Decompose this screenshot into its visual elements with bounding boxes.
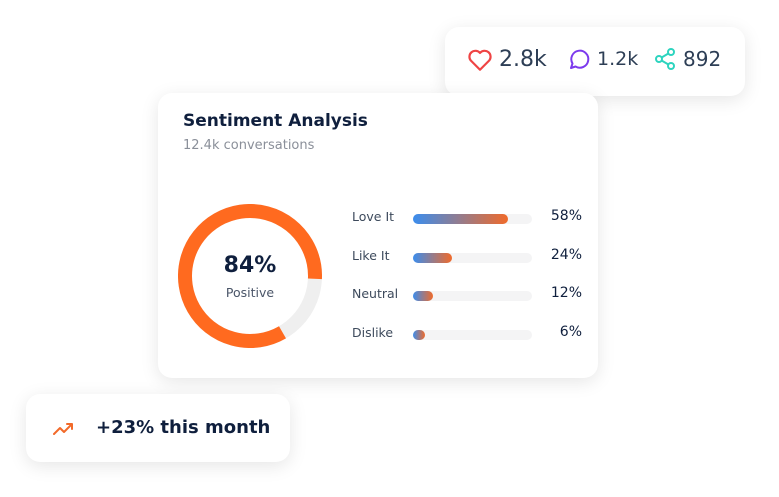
bar-fill [413, 291, 433, 301]
row-value: 58% [550, 208, 582, 224]
bar-track [413, 291, 532, 301]
sentiment-card: Sentiment Analysis 12.4k conversations 8… [158, 93, 598, 378]
trend-card: +23% this month [26, 394, 290, 462]
row-label: Neutral [352, 286, 399, 301]
row-label: Dislike [352, 324, 394, 340]
sentiment-row: Dislike 6% [352, 324, 582, 344]
sentiment-row: Neutral 12% [352, 285, 582, 305]
row-value: 24% [550, 246, 582, 263]
heart-icon [468, 49, 492, 71]
share-icon [655, 48, 675, 70]
shares-stat: 892 [653, 47, 721, 71]
shares-count: 892 [683, 47, 722, 71]
row-value: 6% [559, 323, 582, 340]
card-subtitle: 12.4k conversations [183, 138, 315, 153]
comments-stat: 1.2k [567, 47, 638, 71]
donut-label: Positive [225, 285, 275, 300]
row-value: 12% [550, 285, 582, 301]
card-title: Sentiment Analysis [183, 111, 368, 131]
trending-up-icon [53, 423, 73, 435]
sentiment-donut [178, 204, 322, 348]
bar-track [413, 329, 532, 340]
sentiment-row: Love It 58% [352, 208, 582, 228]
bar-fill [413, 252, 453, 263]
trend-text: +23% this month [96, 417, 271, 438]
bar-fill [413, 329, 425, 340]
likes-stat: 2.8k [467, 47, 547, 72]
donut-value: 84% [223, 253, 277, 278]
row-label: Love It [352, 209, 395, 224]
donut-arc [178, 204, 322, 348]
bar-fill [413, 214, 509, 224]
row-label: Like It [352, 247, 390, 263]
bar-track [413, 214, 532, 224]
sentiment-row: Like It 24% [352, 247, 582, 267]
comments-count: 1.2k [597, 48, 639, 70]
engagement-stats-card: 2.8k 1.2k 892 [445, 27, 745, 96]
bar-track [413, 252, 532, 263]
comment-icon [570, 49, 590, 69]
likes-count: 2.8k [499, 47, 547, 72]
